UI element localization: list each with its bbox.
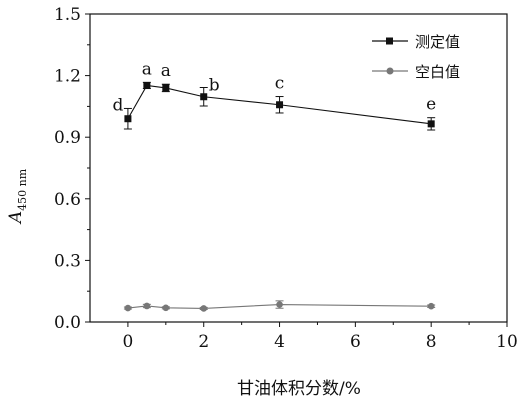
significance-label: b (209, 76, 220, 96)
y-tick-label: 1.2 (54, 67, 81, 87)
y-tick-label: 1.5 (54, 5, 81, 25)
x-axis-label: 甘油体积分数/% (237, 379, 361, 399)
data-point (200, 305, 208, 312)
data-point (200, 93, 208, 101)
data-point (276, 301, 283, 308)
significance-label: a (142, 59, 152, 79)
data-point (162, 304, 170, 312)
plot-frame (89, 13, 508, 323)
significance-label: e (426, 95, 436, 115)
data-point (427, 302, 435, 310)
legend-item-blank: 空白值 (372, 63, 460, 81)
y-tick-label: 0.9 (54, 128, 81, 148)
series-line (127, 84, 432, 125)
significance-label: a (161, 61, 171, 81)
series-measured: da ab ce (112, 59, 436, 131)
y-tick-label: 0.0 (54, 313, 81, 333)
data-point (162, 84, 170, 92)
x-tick-label: 6 (350, 332, 361, 352)
significance-label: d (112, 96, 123, 116)
series-layer: da ab ce (112, 59, 436, 312)
data-point (143, 81, 151, 89)
significance-label: c (275, 74, 285, 94)
series-blank (123, 300, 436, 312)
x-tick-label: 8 (426, 332, 437, 352)
x-tick-label: 4 (274, 332, 285, 352)
legend: 测定值 空白值 (372, 33, 460, 81)
data-point (124, 304, 132, 312)
y-tick-label: 0.6 (54, 190, 81, 210)
data-point (276, 101, 284, 109)
y-axis-label: A450 nm (6, 168, 29, 225)
legend-item-measured: 测定值 (372, 33, 460, 51)
data-point (124, 115, 132, 123)
x-tick-label: 2 (198, 332, 209, 352)
legend-label-measured: 测定值 (415, 33, 460, 51)
data-point (427, 120, 435, 128)
data-point (143, 302, 151, 310)
x-tick-label: 10 (496, 332, 518, 352)
axes: 0 2 4 6 8 10 0.0 0.3 0.6 0.9 1.2 1.5 (54, 5, 518, 352)
legend-label-blank: 空白值 (415, 63, 460, 81)
y-tick-label: 0.3 (54, 251, 81, 271)
x-tick-label: 0 (122, 332, 133, 352)
y-axis-label-main: A (6, 211, 26, 225)
y-axis-label-sub: 450 nm (16, 168, 29, 211)
